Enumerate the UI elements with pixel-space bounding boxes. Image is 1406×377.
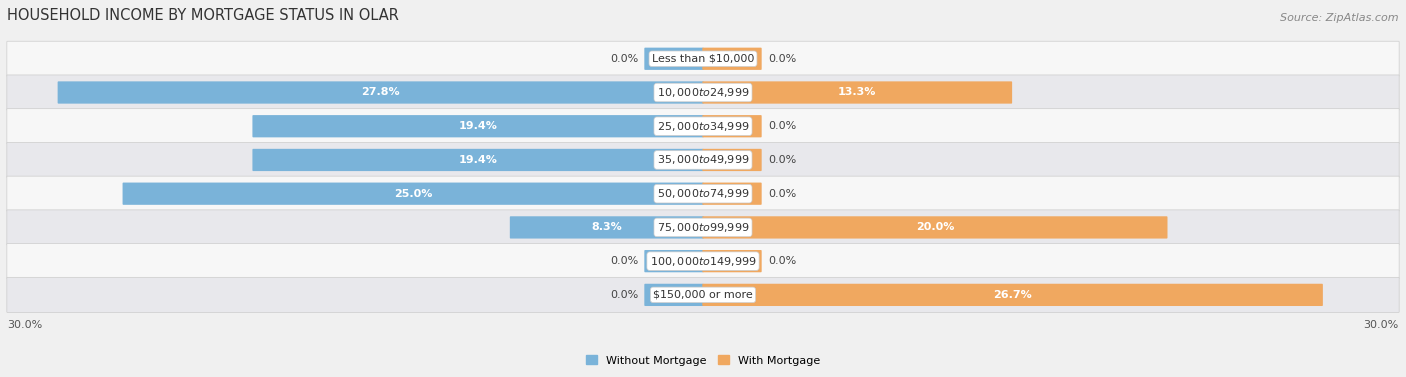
FancyBboxPatch shape xyxy=(703,284,1323,306)
Text: $75,000 to $99,999: $75,000 to $99,999 xyxy=(657,221,749,234)
Text: 0.0%: 0.0% xyxy=(768,121,796,131)
FancyBboxPatch shape xyxy=(703,115,762,137)
FancyBboxPatch shape xyxy=(7,277,1399,313)
Text: $10,000 to $24,999: $10,000 to $24,999 xyxy=(657,86,749,99)
Text: 0.0%: 0.0% xyxy=(610,290,638,300)
Text: 30.0%: 30.0% xyxy=(7,320,42,330)
Text: $35,000 to $49,999: $35,000 to $49,999 xyxy=(657,153,749,167)
FancyBboxPatch shape xyxy=(7,41,1399,76)
Text: $25,000 to $34,999: $25,000 to $34,999 xyxy=(657,120,749,133)
Text: Source: ZipAtlas.com: Source: ZipAtlas.com xyxy=(1279,13,1399,23)
FancyBboxPatch shape xyxy=(7,143,1399,178)
FancyBboxPatch shape xyxy=(7,244,1399,279)
Text: 25.0%: 25.0% xyxy=(394,189,432,199)
Text: 27.8%: 27.8% xyxy=(361,87,399,98)
Text: 0.0%: 0.0% xyxy=(768,54,796,64)
Text: 0.0%: 0.0% xyxy=(768,189,796,199)
Text: $150,000 or more: $150,000 or more xyxy=(654,290,752,300)
Text: Less than $10,000: Less than $10,000 xyxy=(652,54,754,64)
FancyBboxPatch shape xyxy=(58,81,703,104)
FancyBboxPatch shape xyxy=(703,250,762,272)
FancyBboxPatch shape xyxy=(253,149,703,171)
Text: 8.3%: 8.3% xyxy=(592,222,621,233)
Text: $50,000 to $74,999: $50,000 to $74,999 xyxy=(657,187,749,200)
FancyBboxPatch shape xyxy=(7,210,1399,245)
FancyBboxPatch shape xyxy=(7,109,1399,144)
Text: 30.0%: 30.0% xyxy=(1364,320,1399,330)
FancyBboxPatch shape xyxy=(644,284,703,306)
Text: 13.3%: 13.3% xyxy=(838,87,876,98)
FancyBboxPatch shape xyxy=(7,75,1399,110)
Text: 19.4%: 19.4% xyxy=(458,121,498,131)
Text: HOUSEHOLD INCOME BY MORTGAGE STATUS IN OLAR: HOUSEHOLD INCOME BY MORTGAGE STATUS IN O… xyxy=(7,8,399,23)
FancyBboxPatch shape xyxy=(644,48,703,70)
FancyBboxPatch shape xyxy=(703,149,762,171)
Text: 0.0%: 0.0% xyxy=(768,256,796,266)
FancyBboxPatch shape xyxy=(703,48,762,70)
Text: 0.0%: 0.0% xyxy=(768,155,796,165)
Legend: Without Mortgage, With Mortgage: Without Mortgage, With Mortgage xyxy=(586,356,820,366)
Text: 0.0%: 0.0% xyxy=(610,54,638,64)
Text: 19.4%: 19.4% xyxy=(458,155,498,165)
Text: 20.0%: 20.0% xyxy=(915,222,955,233)
FancyBboxPatch shape xyxy=(7,176,1399,211)
Text: 26.7%: 26.7% xyxy=(993,290,1032,300)
FancyBboxPatch shape xyxy=(703,216,1167,239)
FancyBboxPatch shape xyxy=(510,216,703,239)
FancyBboxPatch shape xyxy=(703,81,1012,104)
FancyBboxPatch shape xyxy=(644,250,703,272)
FancyBboxPatch shape xyxy=(703,182,762,205)
Text: 0.0%: 0.0% xyxy=(610,256,638,266)
FancyBboxPatch shape xyxy=(122,182,703,205)
FancyBboxPatch shape xyxy=(253,115,703,137)
Text: $100,000 to $149,999: $100,000 to $149,999 xyxy=(650,254,756,268)
